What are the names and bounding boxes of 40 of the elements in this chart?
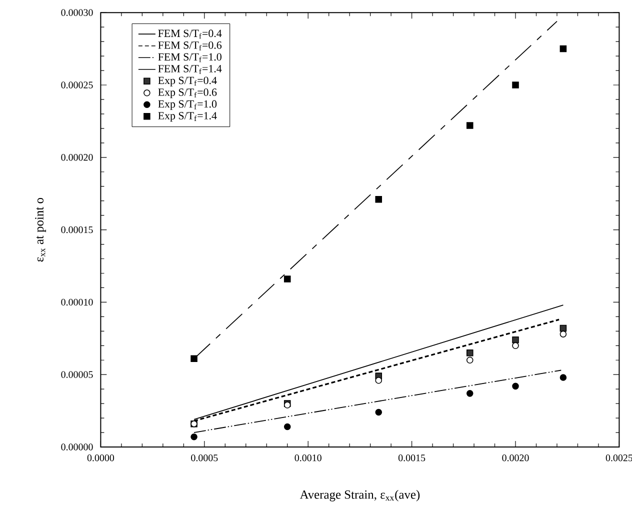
x-tick-label: 0.0000 bbox=[87, 454, 114, 462]
y-tick-label: 0.00020 bbox=[61, 154, 93, 161]
point bbox=[466, 122, 474, 129]
x-tick-label: 0.0015 bbox=[398, 454, 426, 462]
point bbox=[466, 390, 474, 397]
point bbox=[512, 342, 519, 350]
x-axis-title: Average Strain, ε$_{xx}$(ave) bbox=[300, 490, 420, 502]
y-tick-label: 0.00015 bbox=[61, 226, 93, 234]
point bbox=[284, 423, 291, 430]
x-tick-label: 0.0005 bbox=[191, 454, 218, 462]
point bbox=[466, 349, 474, 356]
legend-label: FEM S/T$_{f}$=0.6 bbox=[158, 41, 222, 50]
point bbox=[560, 330, 567, 338]
point bbox=[512, 382, 519, 390]
legend-label: Exp S/T$_{f}$=0.4 bbox=[158, 76, 217, 86]
point bbox=[512, 336, 519, 344]
point bbox=[284, 276, 291, 282]
legend-label: FEM S/T$_{f}$=0.4 bbox=[158, 30, 222, 39]
point bbox=[560, 374, 567, 381]
legend-label: FEM S/T$_{f}$=1.4 bbox=[158, 65, 222, 74]
point bbox=[375, 196, 382, 203]
y-tick-label: 0.00030 bbox=[61, 9, 93, 16]
point bbox=[375, 408, 382, 416]
legend-label: Exp S/T$_{f}$=1.4 bbox=[158, 112, 217, 122]
point bbox=[512, 82, 519, 88]
y-tick-label: 0.00025 bbox=[61, 82, 93, 88]
point bbox=[190, 433, 198, 440]
y-tick-label: 0.00005 bbox=[61, 371, 93, 378]
legend-label: FEM S/T$_{f}$=1.0 bbox=[158, 53, 222, 62]
point bbox=[375, 377, 382, 384]
y-tick-label: 0.00010 bbox=[61, 298, 93, 306]
point bbox=[466, 356, 474, 364]
y-axis-title: ε$_{xx}$ at point o bbox=[35, 198, 46, 262]
legend-label: Exp S/T$_{f}$=1.0 bbox=[158, 100, 217, 110]
point bbox=[560, 45, 567, 52]
x-tick-label: 0.0010 bbox=[294, 454, 322, 462]
x-tick-label: 0.0020 bbox=[502, 454, 529, 462]
legend-label: Exp S/T$_{f}$=0.6 bbox=[158, 88, 217, 98]
y-tick-label: 0.00000 bbox=[61, 444, 93, 450]
point bbox=[190, 355, 198, 362]
